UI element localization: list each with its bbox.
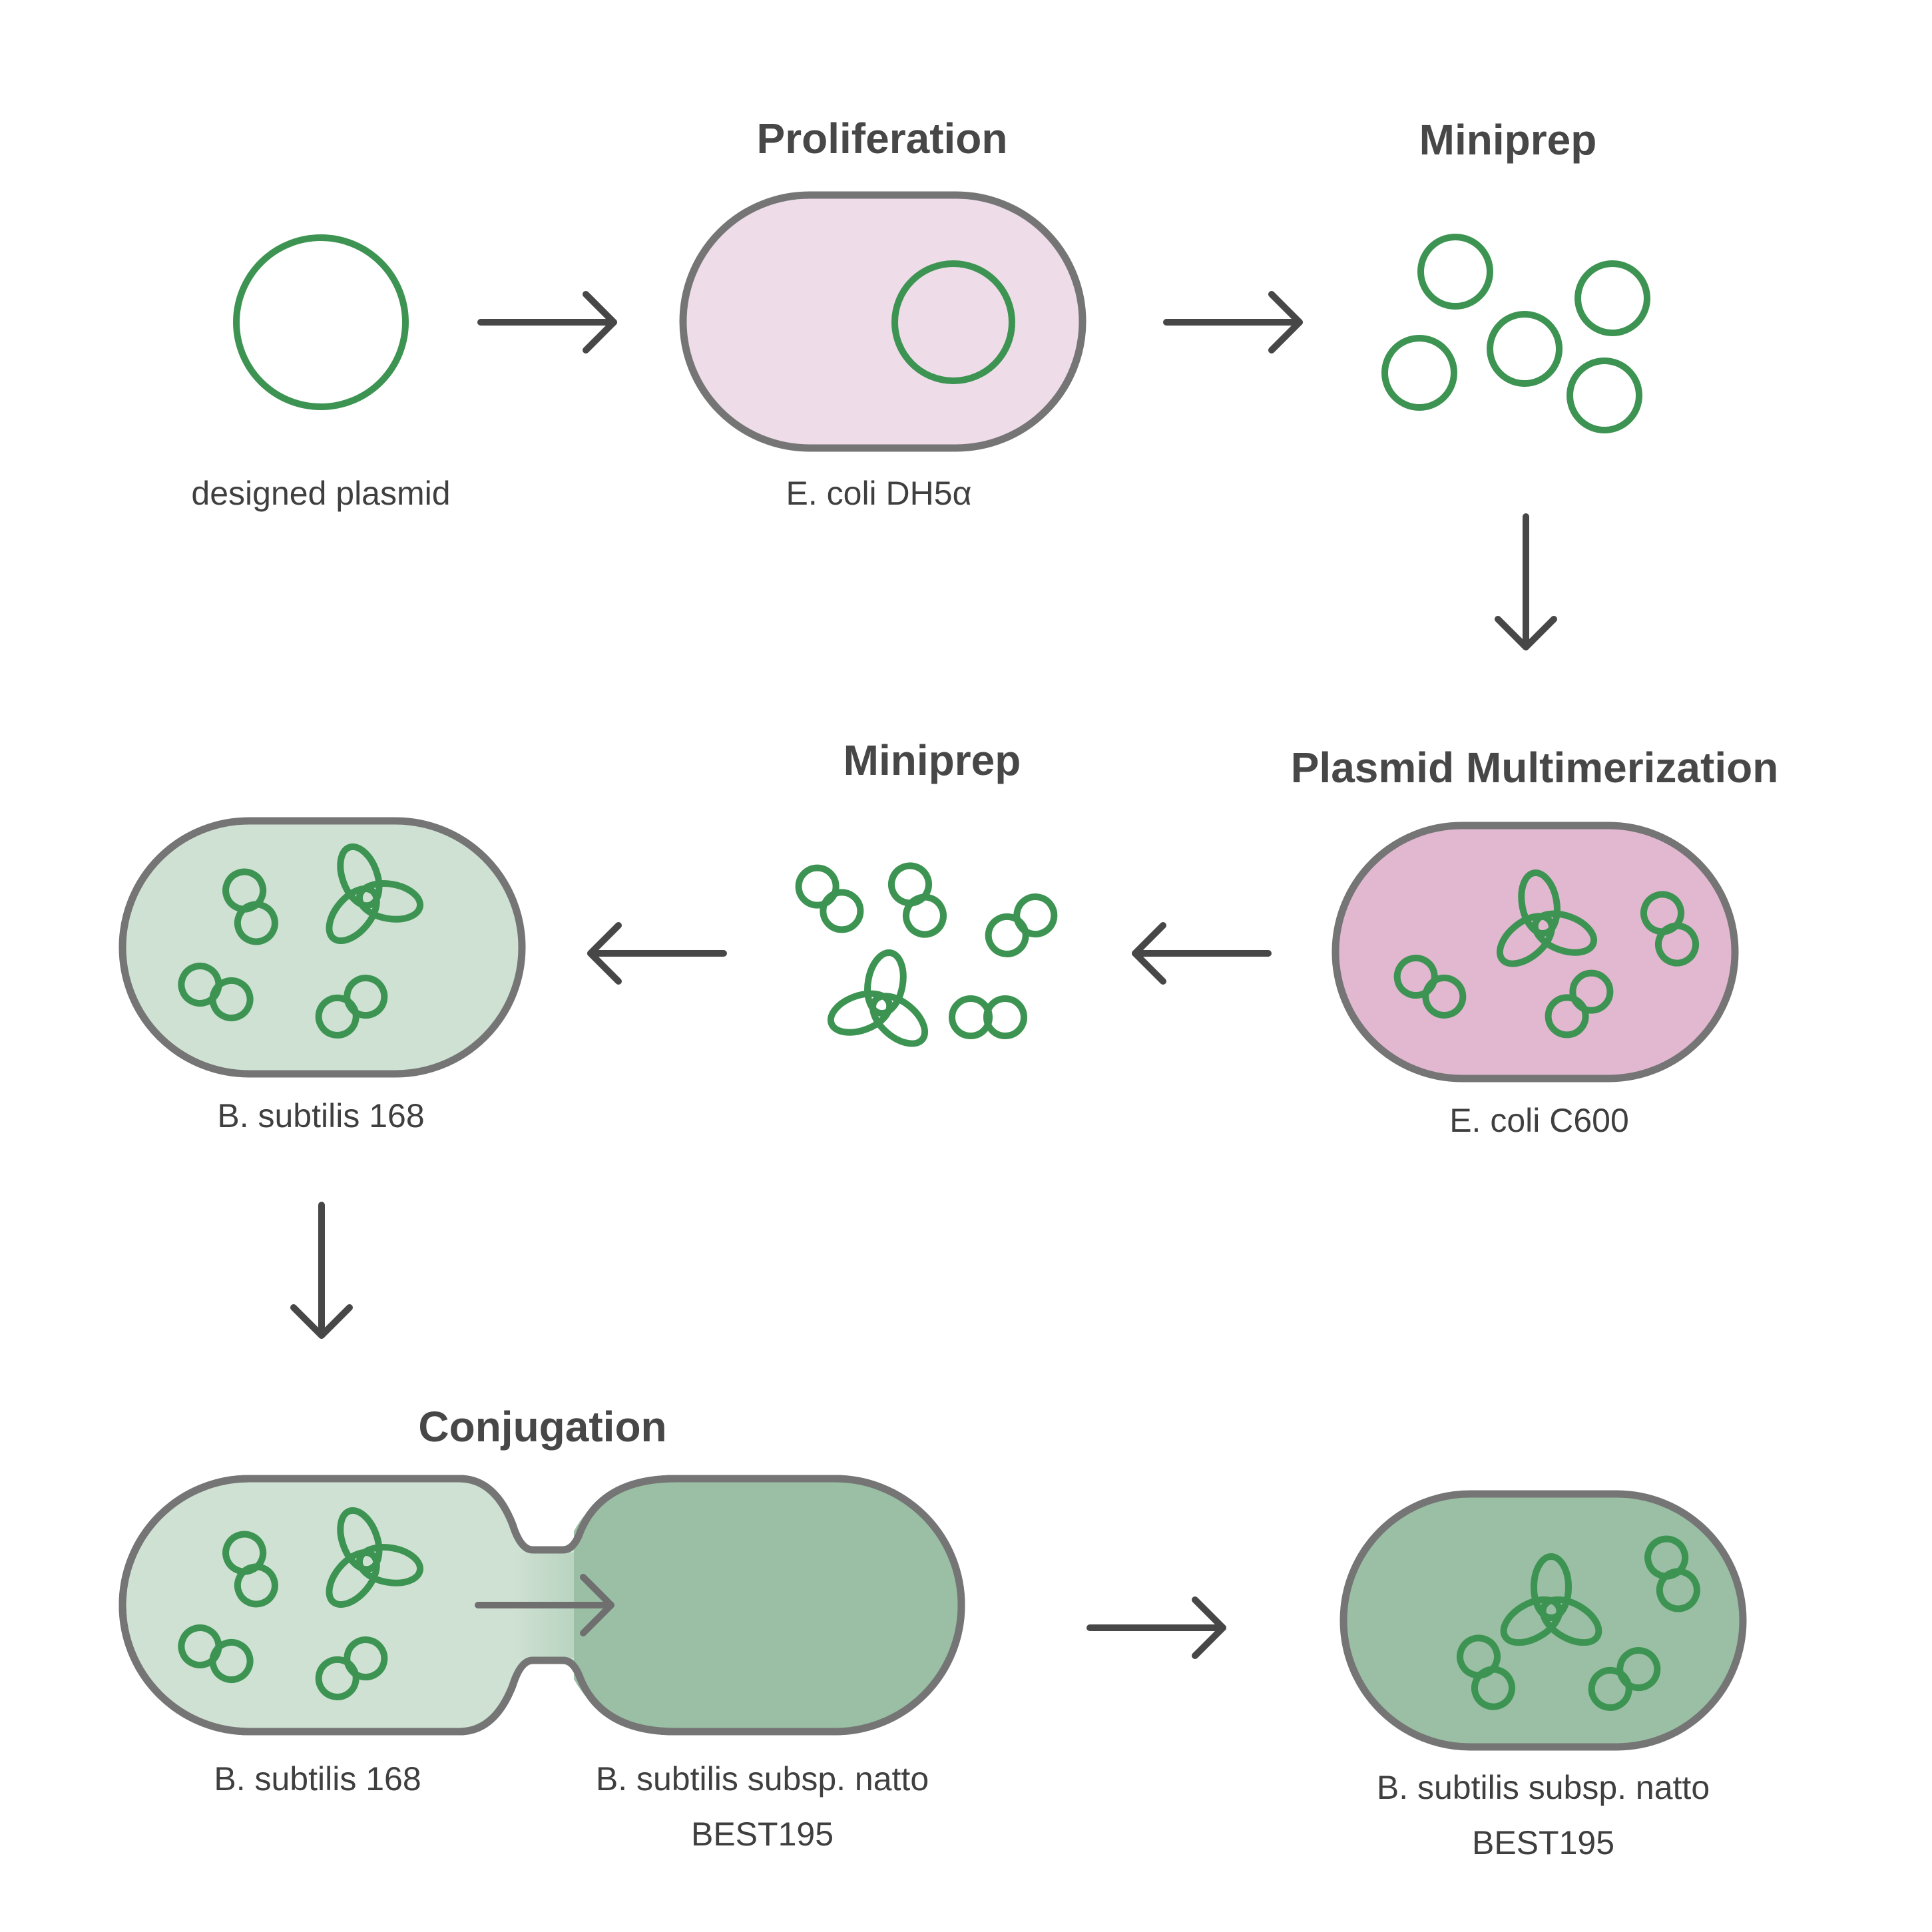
natto-final-label-line1: B. subtilis subsp. natto — [1377, 1769, 1710, 1806]
plasmid-trimer-icon — [820, 943, 945, 1056]
plasmid-icon — [1487, 311, 1563, 387]
plasmid-dimer-icon — [952, 999, 1024, 1036]
natto-recipient-cell — [574, 1479, 961, 1732]
plasmid-icon — [1574, 260, 1650, 336]
bsubtilis-168-step: B. subtilis 168 — [119, 817, 526, 1134]
designed-plasmid-group: designed plasmid — [191, 234, 451, 512]
bsubtilis-168-label: B. subtilis 168 — [217, 1097, 424, 1134]
proliferation-heading: Proliferation — [757, 115, 1008, 162]
miniprep-middle-heading: Miniprep — [844, 736, 1021, 784]
plasmid-icon — [1417, 234, 1493, 310]
natto-recipient-label-line2: BEST195 — [691, 1815, 834, 1853]
plasmid-icon — [1567, 358, 1642, 433]
ecoli-dh5a-cell — [679, 191, 1087, 452]
conjugation-heading: Conjugation — [418, 1403, 666, 1451]
ecoli-c600-label: E. coli C600 — [1449, 1102, 1629, 1139]
arrow-5-icon — [1087, 1596, 1226, 1659]
conjugation-step: Conjugation B. subtilis 168 B. subtilis … — [119, 1403, 965, 1853]
designed-plasmid-label: designed plasmid — [191, 475, 450, 512]
miniprep-middle-step: Miniprep — [791, 736, 1061, 1056]
arrow-1-icon — [477, 291, 617, 354]
plasmid-dimer-icon — [981, 889, 1062, 961]
plasmid-icon — [1381, 335, 1457, 411]
plasmid-icon — [891, 260, 1015, 384]
conjugating-cells-outline — [119, 1475, 965, 1736]
arrow-down-1-icon — [1495, 513, 1557, 650]
plasmid-multimerization-heading: Plasmid Multimerization — [1291, 744, 1779, 792]
plasmid-dimer-icon — [791, 860, 868, 937]
bsubtilis-168-donor-label: B. subtilis 168 — [214, 1760, 421, 1798]
arrow-down-2-icon — [290, 1202, 353, 1339]
plasmid-dimer-icon — [885, 859, 949, 941]
natto-final-label-line2: BEST195 — [1472, 1824, 1614, 1861]
transfer-arrow-icon — [475, 1574, 614, 1636]
natto-final-step: B. subtilis subsp. natto BEST195 — [1339, 1490, 1747, 1861]
ecoli-dh5a-label: E. coli DH5α — [786, 475, 972, 512]
arrow-3-icon — [1132, 922, 1272, 985]
proliferation-step: Proliferation E. coli DH5α — [679, 115, 1087, 512]
miniprep-top-step: Miniprep — [1381, 116, 1650, 433]
plasmid-multimerization-step: Plasmid Multimerization E. coli C600 — [1291, 744, 1779, 1139]
arrow-4-icon — [587, 922, 727, 985]
bsubtilis-168-cell — [119, 817, 526, 1078]
miniprep-top-heading: Miniprep — [1419, 116, 1597, 164]
arrow-2-icon — [1163, 291, 1303, 354]
designed-plasmid-icon — [233, 234, 409, 410]
natto-recipient-label-line1: B. subtilis subsp. natto — [596, 1760, 929, 1798]
